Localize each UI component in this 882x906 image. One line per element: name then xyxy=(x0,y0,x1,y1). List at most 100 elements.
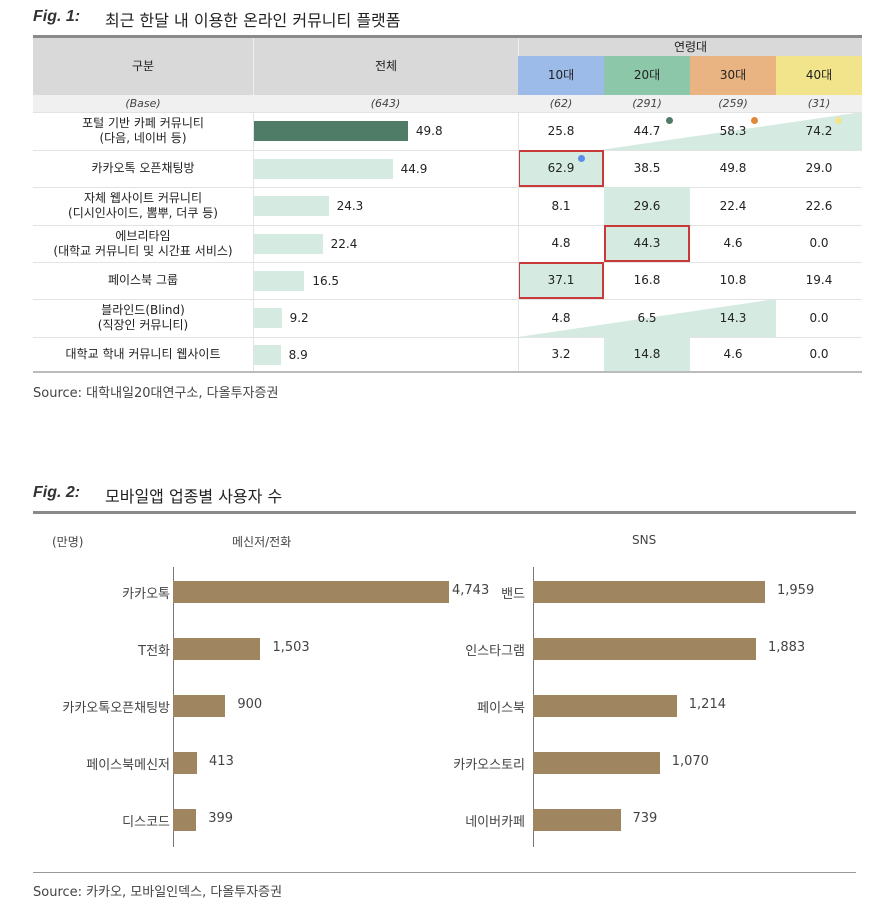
category-label: 네이버카페 xyxy=(465,815,525,830)
total-value: 8.9 xyxy=(288,347,308,362)
total-value: 24.3 xyxy=(336,199,364,213)
age-value: 16.8 xyxy=(633,273,661,287)
value-label: 4,743 xyxy=(452,583,490,598)
bar xyxy=(533,581,765,603)
marker-dot-icon xyxy=(578,155,585,162)
category-label: 카카오톡 xyxy=(122,587,170,602)
category-label: T전화 xyxy=(138,644,170,659)
row-divider xyxy=(33,187,862,188)
bar xyxy=(173,752,198,774)
age-value: 6.5 xyxy=(637,310,657,325)
total-bar xyxy=(253,121,408,141)
value-label: 413 xyxy=(209,754,234,769)
marker-dot-icon xyxy=(751,117,758,124)
trend-shading xyxy=(518,112,862,337)
bar xyxy=(173,638,261,660)
base-age-1: (291) xyxy=(604,95,690,112)
row-divider xyxy=(33,262,862,263)
trend-triangle-blind xyxy=(518,299,776,337)
total-bar xyxy=(253,196,329,216)
bar xyxy=(533,809,621,831)
category-label: 페이스북메신저 xyxy=(86,758,170,773)
age-value: 0.0 xyxy=(809,236,829,250)
chart2-title: SNS xyxy=(632,533,657,547)
row-divider xyxy=(33,112,862,113)
fig1-bottom-rule xyxy=(33,371,862,373)
category-label: 페이스북 xyxy=(477,701,525,716)
fig1-source: Source: 대학내일20대연구소, 다올투자증권 xyxy=(33,386,279,401)
age-value: 3.2 xyxy=(551,347,571,361)
total-bar xyxy=(253,233,323,254)
total-bar xyxy=(253,158,393,179)
age-value: 4.8 xyxy=(551,310,571,325)
total-value: 22.4 xyxy=(330,236,358,251)
header-total: 전체 xyxy=(253,38,518,95)
col-divider xyxy=(518,112,519,372)
total-bar xyxy=(253,344,281,365)
row-label: 에브리타임 (대학교 커뮤니티 및 시간표 서비스) xyxy=(53,228,233,258)
age-value: 0.0 xyxy=(809,310,829,325)
row-divider xyxy=(33,150,862,151)
category-label: 디스코드 xyxy=(122,815,170,830)
age-value: 4.6 xyxy=(723,347,743,361)
header-age-1: 20대 xyxy=(604,56,690,95)
marker-dot-icon xyxy=(666,117,673,124)
total-value: 44.9 xyxy=(400,161,428,176)
total-bar xyxy=(253,308,282,328)
age-value: 14.3 xyxy=(719,310,747,325)
row-label: 페이스북 그룹 xyxy=(107,273,179,287)
header-age-3: 40대 xyxy=(776,56,862,95)
row-divider xyxy=(33,299,862,300)
age-value: 0.0 xyxy=(809,347,829,361)
age-value: 22.4 xyxy=(719,198,747,213)
value-label: 1,503 xyxy=(272,640,310,655)
age-value: 58.3 xyxy=(719,123,747,138)
value-label: 900 xyxy=(237,697,263,712)
age-value: 29.0 xyxy=(805,161,833,175)
bar xyxy=(173,809,197,831)
bar xyxy=(173,581,449,603)
age-value: 10.8 xyxy=(719,273,747,287)
age-value: 19.4 xyxy=(805,273,833,287)
total-value: 49.8 xyxy=(415,124,443,138)
fig2-top-rule xyxy=(33,511,856,514)
category-label: 카카오스토리 xyxy=(453,758,525,773)
col-divider xyxy=(253,112,254,372)
row-label: 블라인드(Blind) (직장인 커뮤니티) xyxy=(97,303,189,332)
base-age-0: (62) xyxy=(518,95,604,112)
fig2-bottom-rule xyxy=(33,872,856,873)
value-label: 1,214 xyxy=(688,697,726,712)
value-label: 1,959 xyxy=(777,583,815,598)
marker-dot-icon xyxy=(835,117,842,124)
fig1-label: Fig. 1: xyxy=(33,8,81,25)
age-value: 62.9 xyxy=(518,150,604,187)
fig2-source: Source: 카카오, 모바일인덱스, 다올투자증권 xyxy=(33,885,283,900)
age-value: 44.3 xyxy=(604,225,690,262)
category-label: 카카오톡오픈채팅방 xyxy=(62,701,170,716)
value-label: 399 xyxy=(208,811,234,826)
row-label: 카카오톡 오픈채팅방 xyxy=(91,161,195,175)
age-value: 74.2 xyxy=(805,123,833,138)
header-age-0: 10대 xyxy=(518,56,604,95)
chart1-title: 메신저/전화 xyxy=(232,535,292,549)
age-value: 8.1 xyxy=(551,198,571,213)
age-value: 4.8 xyxy=(551,236,571,250)
base-age-3: (31) xyxy=(776,95,862,112)
base-total: (643) xyxy=(253,95,518,112)
unit-label: (만명) xyxy=(52,535,84,549)
total-value: 16.5 xyxy=(312,273,340,288)
age-value: 44.7 xyxy=(633,123,661,138)
bar xyxy=(533,638,756,660)
bar xyxy=(533,695,677,717)
age-value: 4.6 xyxy=(723,236,743,250)
header-age-group: 연령대 xyxy=(518,38,862,56)
bar xyxy=(173,695,226,717)
value-label: 739 xyxy=(632,811,658,826)
category-label: 밴드 xyxy=(501,587,525,602)
age-value: 14.8 xyxy=(604,337,690,372)
row-divider xyxy=(33,337,862,338)
fig1-top-rule xyxy=(33,35,862,38)
row-label: 대학교 학내 커뮤니티 웹사이트 xyxy=(65,347,221,361)
age-value: 49.8 xyxy=(719,161,747,175)
